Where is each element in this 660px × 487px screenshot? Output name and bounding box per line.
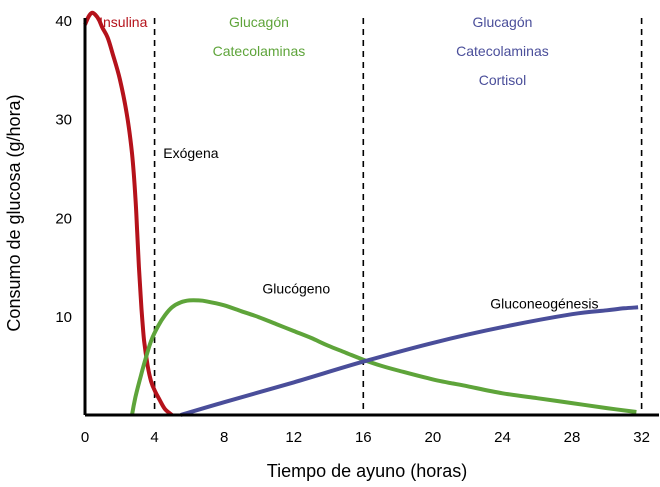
axes (83, 18, 659, 417)
phase-label-1: Glucagón (229, 14, 289, 30)
x-tick-label: 4 (150, 429, 158, 446)
phase-label-2: Glucagón (472, 14, 532, 30)
y-tick-label: 20 (55, 210, 72, 227)
x-tick-label: 28 (564, 429, 581, 446)
phase-label-2: Catecolaminas (456, 43, 549, 59)
x-tick-label: 0 (81, 429, 89, 446)
x-tick-label: 32 (633, 429, 650, 446)
x-tick-label: 16 (355, 429, 372, 446)
x-axis-label: Tiempo de ayuno (horas) (267, 461, 467, 481)
y-tick-label: 40 (55, 13, 72, 30)
tick-labels: 0 4 8 12 16 20 24 28 32 10 20 30 40 (55, 13, 650, 446)
phase-label-1: Catecolaminas (213, 43, 306, 59)
phase-boundary-lines (153, 18, 643, 415)
phase-label-0: Insulina (99, 14, 147, 30)
y-tick-label: 10 (55, 309, 72, 326)
series-line-0 (83, 10, 174, 417)
annotations: Exógena Glucógeno Gluconeogénesis Insulina G… (99, 14, 598, 311)
y-axis-label: Consumo de glucosa (g/hora) (4, 94, 24, 331)
x-tick-label: 20 (425, 429, 442, 446)
series-line-2 (180, 305, 639, 417)
series-label-0: Exógena (163, 145, 218, 161)
x-tick-label: 12 (285, 429, 302, 446)
series-label-2: Gluconeogénesis (490, 295, 598, 311)
series-line-1 (130, 298, 637, 416)
x-tick-label: 24 (494, 429, 511, 446)
series-curves (83, 10, 639, 417)
y-tick-label: 30 (55, 112, 72, 129)
series-label-1: Glucógeno (262, 281, 330, 297)
x-tick-label: 8 (220, 429, 228, 446)
phase-label-2: Cortisol (479, 72, 526, 88)
